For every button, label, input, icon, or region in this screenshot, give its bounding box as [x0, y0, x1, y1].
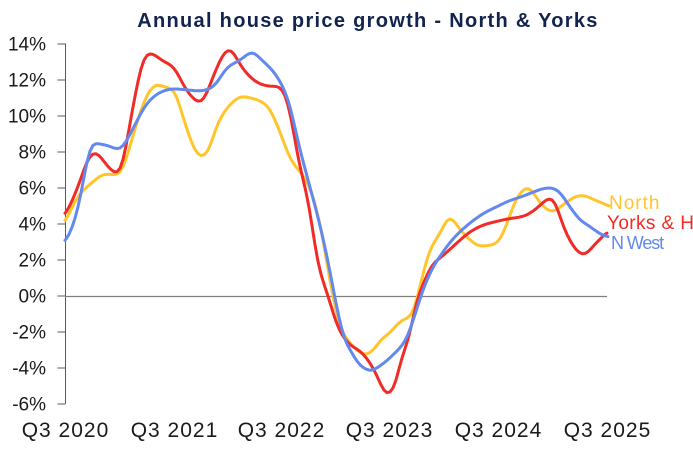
svg-text:N West: N West: [611, 233, 664, 253]
svg-text:Q3 2025: Q3 2025: [564, 419, 652, 442]
svg-text:2%: 2%: [19, 251, 47, 272]
svg-text:-6%: -6%: [12, 395, 46, 416]
svg-text:0%: 0%: [19, 287, 47, 308]
svg-text:Q3 2023: Q3 2023: [346, 419, 434, 442]
svg-text:Q3 2020: Q3 2020: [22, 419, 110, 442]
svg-text:Yorks & H: Yorks & H: [607, 213, 693, 234]
svg-text:14%: 14%: [8, 35, 46, 56]
svg-text:-4%: -4%: [12, 359, 46, 380]
svg-text:-2%: -2%: [12, 323, 46, 344]
svg-text:4%: 4%: [19, 215, 47, 236]
svg-text:Q3 2022: Q3 2022: [238, 419, 326, 442]
svg-text:10%: 10%: [8, 107, 46, 128]
svg-text:North: North: [609, 193, 660, 214]
svg-text:6%: 6%: [19, 179, 47, 200]
svg-text:Q3 2021: Q3 2021: [131, 419, 219, 442]
svg-text:Q3 2024: Q3 2024: [455, 419, 543, 442]
svg-text:Annual house price growth - No: Annual house price growth - North & York…: [137, 10, 598, 32]
svg-text:12%: 12%: [8, 71, 46, 92]
svg-text:8%: 8%: [19, 143, 47, 164]
